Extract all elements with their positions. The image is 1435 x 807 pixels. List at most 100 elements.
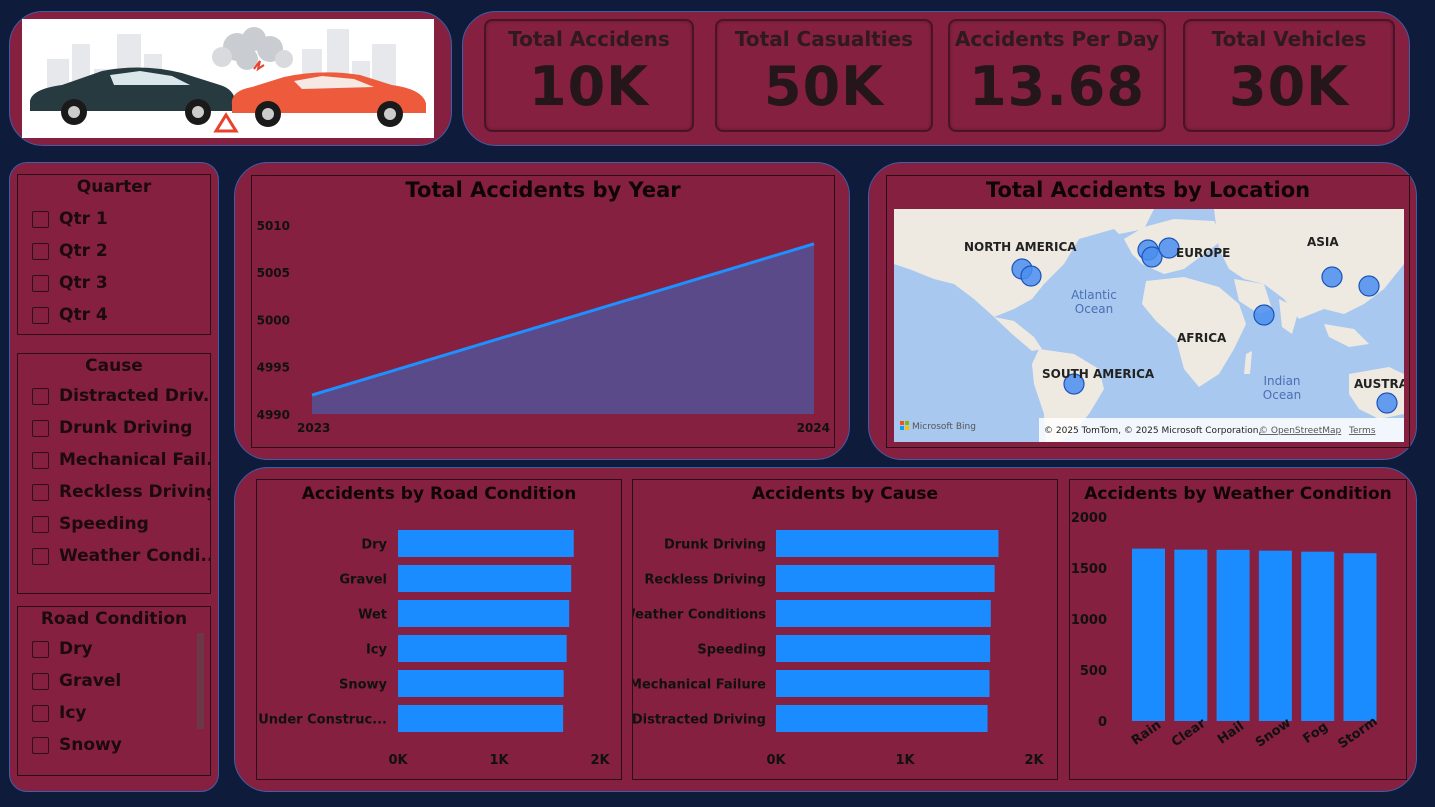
checkbox[interactable]	[32, 547, 49, 565]
cause-bar-chart: Drunk Driving Reckless Driving Weather Con…	[633, 530, 1044, 768]
bottom-charts-panel: Accidents by Road Condition Dry Gravel Wet…	[234, 467, 1417, 792]
bar[interactable]	[398, 635, 567, 662]
bing-logo-text: Microsoft Bing	[912, 422, 976, 432]
slicer-item-label: Qtr 3	[59, 273, 108, 293]
slicer-item-dry[interactable]: Dry	[18, 633, 210, 665]
slicer-item-qtr-4[interactable]: Qtr 4	[18, 299, 210, 331]
bar[interactable]	[776, 565, 995, 592]
year-area-chart: 4990 4995 5000 5005 5010 2023 2024	[257, 219, 830, 435]
slicer-title: Cause	[85, 356, 143, 376]
bar[interactable]	[1301, 551, 1335, 721]
map-label: Ocean	[1263, 388, 1301, 402]
category-label: Wet	[358, 608, 387, 623]
kpi-value: 30K	[1229, 55, 1349, 118]
kpi-title: Accidents Per Day	[954, 27, 1160, 51]
slicer-item-weather-conditions[interactable]: Weather Condi...	[18, 540, 210, 572]
y-tick-label: 500	[1080, 664, 1107, 679]
x-tick-label: 2023	[297, 421, 330, 435]
slicer-item-qtr-2[interactable]: Qtr 2	[18, 235, 210, 267]
bar[interactable]	[776, 635, 991, 662]
y-tick-label: 4990	[257, 408, 290, 422]
bar[interactable]	[1174, 549, 1208, 721]
slicer-item-label: Drunk Driving	[59, 418, 193, 438]
x-tick-label: 1K	[895, 753, 915, 768]
kpi-total-accidents: Total Accidens 10K	[484, 19, 694, 132]
category-label: Speeding	[697, 643, 766, 658]
bar[interactable]	[398, 565, 572, 592]
kpi-total-casualties: Total Casualties 50K	[715, 19, 933, 132]
bar[interactable]	[776, 530, 999, 557]
checkbox[interactable]	[32, 306, 49, 324]
bar[interactable]	[1258, 550, 1292, 721]
chart-title: Accidents by Weather Condition	[1084, 484, 1392, 504]
bar[interactable]	[1343, 553, 1377, 721]
slicer-item-snowy[interactable]: Snowy	[18, 729, 210, 761]
area-fill	[312, 243, 814, 414]
slicer-item-reckless-driving[interactable]: Reckless Driving	[18, 476, 210, 508]
slicer-title: Quarter	[76, 177, 152, 197]
checkbox[interactable]	[32, 242, 49, 260]
category-label: Weather Conditions	[633, 608, 766, 623]
bar[interactable]	[398, 600, 570, 627]
checkbox[interactable]	[32, 515, 49, 533]
world-map[interactable]: NORTH AMERICA EUROPE ASIA AFRICA SOUTH A…	[894, 209, 1404, 442]
bing-logo: Microsoft Bing	[900, 421, 976, 432]
road-condition-chart: Accidents by Road Condition Dry Gravel Wet…	[256, 479, 622, 780]
checkbox[interactable]	[32, 451, 49, 469]
checkbox[interactable]	[32, 419, 49, 437]
slicer-item-icy[interactable]: Icy	[18, 697, 210, 729]
checkbox[interactable]	[32, 483, 49, 501]
checkbox[interactable]	[32, 210, 49, 228]
checkbox[interactable]	[32, 387, 49, 405]
bar[interactable]	[776, 600, 991, 627]
checkbox[interactable]	[32, 672, 49, 690]
year-chart-panel: Total Accidents by Year 4990 4995 5000 5005…	[234, 162, 850, 460]
kpi-title: Total Casualties	[734, 27, 914, 51]
slicer-item-distracted-driving[interactable]: Distracted Driv...	[18, 380, 210, 412]
checkbox[interactable]	[32, 640, 49, 658]
series-line[interactable]	[311, 242, 815, 397]
map-label: AFRICA	[1177, 331, 1227, 345]
category-label: Mechanical Failure	[633, 678, 766, 693]
bar[interactable]	[398, 530, 574, 557]
x-tick-label: 2024	[797, 421, 830, 435]
slicer-item-label: Qtr 1	[59, 209, 108, 229]
slicer-panel: Quarter Qtr 1 Qtr 2 Qtr 3 Qtr 4 Cause Di…	[9, 162, 219, 792]
slicer-item-mechanical-failure[interactable]: Mechanical Fail...	[18, 444, 210, 476]
category-label: Distracted Driving	[633, 713, 766, 728]
slicer-item-drunk-driving[interactable]: Drunk Driving	[18, 412, 210, 444]
weather-condition-chart: Accidents by Weather Condition 0 500 1000 1…	[1069, 479, 1407, 780]
kpi-value: 10K	[529, 55, 649, 118]
checkbox[interactable]	[32, 274, 49, 292]
x-tick-label: Hail	[1215, 719, 1247, 748]
slicer-item-label: Qtr 2	[59, 241, 108, 261]
slicer-item-speeding[interactable]: Speeding	[18, 508, 210, 540]
kpi-title: Total Accidens	[508, 27, 670, 51]
kpi-value: 50K	[764, 55, 884, 118]
kpi-accidents-per-day: Accidents Per Day 13.68	[948, 19, 1166, 132]
map-label: Indian	[1263, 374, 1300, 388]
checkbox[interactable]	[32, 704, 49, 722]
bar[interactable]	[776, 670, 990, 697]
cause-slicer: Cause Distracted Driv... Drunk Driving M…	[17, 353, 211, 594]
map-label: Ocean	[1075, 302, 1113, 316]
slicer-item-label: Snowy	[59, 735, 122, 755]
terms-link[interactable]: Terms	[1348, 426, 1376, 436]
bar[interactable]	[398, 705, 564, 732]
slicer-item-label: Dry	[59, 639, 93, 659]
map-label: AUSTRA	[1354, 377, 1404, 391]
y-tick-label: 0	[1098, 715, 1107, 730]
openstreetmap-link[interactable]: © OpenStreetMap	[1259, 426, 1342, 436]
slicer-item-qtr-1[interactable]: Qtr 1	[18, 203, 210, 235]
scrollbar[interactable]	[197, 633, 204, 729]
road-condition-slicer: Road Condition Dry Gravel Icy Snowy	[17, 606, 211, 776]
slicer-item-gravel[interactable]: Gravel	[18, 665, 210, 697]
bar[interactable]	[1216, 549, 1250, 721]
bar[interactable]	[776, 705, 988, 732]
bar[interactable]	[1132, 548, 1165, 721]
checkbox[interactable]	[32, 736, 49, 754]
slicer-item-qtr-3[interactable]: Qtr 3	[18, 267, 210, 299]
bar[interactable]	[398, 670, 564, 697]
map-label: ASIA	[1307, 235, 1339, 249]
